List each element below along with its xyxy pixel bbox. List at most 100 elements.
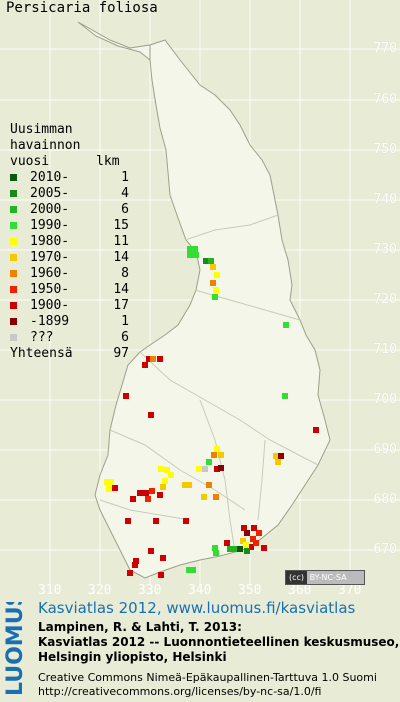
record-square <box>206 482 212 488</box>
footer-citation-publisher: Helsingin yliopisto, Helsinki <box>38 650 227 664</box>
legend-count: 17 <box>113 298 129 313</box>
legend-count: 14 <box>113 250 129 265</box>
luomus-logo-text: LUOMUS <box>4 602 26 696</box>
record-square <box>240 538 246 544</box>
record-square <box>206 459 212 465</box>
record-square <box>244 530 250 536</box>
record-square <box>149 488 155 494</box>
legend-row: 1970- 14 <box>10 250 129 266</box>
legend-row: -1899 1 <box>10 314 129 330</box>
record-square <box>202 466 208 472</box>
record-square <box>218 452 224 458</box>
y-tick: 770 <box>373 41 397 56</box>
record-square <box>148 412 154 418</box>
record-square <box>193 252 199 258</box>
record-square <box>208 258 214 264</box>
record-square <box>273 453 279 459</box>
legend-total-label: Yhteensä <box>10 346 73 361</box>
legend-label: 1960- <box>30 266 70 281</box>
record-square <box>214 272 220 278</box>
x-tick: 360 <box>288 583 312 598</box>
legend-swatch <box>10 334 17 341</box>
record-square <box>212 294 218 300</box>
legend: Uusimman havainnon vuosi lkm 2010- 1 2005-… <box>10 122 129 362</box>
record-square <box>261 545 267 551</box>
record-square <box>186 567 192 573</box>
record-square <box>218 465 224 471</box>
record-square <box>251 525 257 531</box>
legend-total-count: 97 <box>113 346 129 361</box>
record-square <box>213 550 219 556</box>
x-tick: 340 <box>188 583 212 598</box>
legend-row: 1990- 15 <box>10 218 129 234</box>
country-outline <box>94 39 331 579</box>
legend-row: 2000- 6 <box>10 202 129 218</box>
record-square <box>153 518 159 524</box>
record-square <box>214 466 220 472</box>
legend-row: ??? 6 <box>10 330 129 346</box>
x-tick: 350 <box>238 583 262 598</box>
record-square <box>187 252 193 258</box>
record-square <box>231 546 237 552</box>
record-square <box>133 558 139 564</box>
record-square <box>130 496 136 502</box>
legend-count: 4 <box>121 186 129 201</box>
legend-row: 1980- 11 <box>10 234 129 250</box>
record-square <box>186 482 192 488</box>
legend-row: 1950- 14 <box>10 282 129 298</box>
record-square <box>125 518 131 524</box>
record-square <box>283 322 289 328</box>
legend-count: 1 <box>121 170 129 185</box>
record-square <box>203 258 209 264</box>
legend-swatch <box>10 254 17 261</box>
legend-swatch <box>10 174 17 181</box>
legend-label: 2005- <box>30 186 70 201</box>
legend-row: 2010- 1 <box>10 170 129 186</box>
legend-row: 2005- 4 <box>10 186 129 202</box>
legend-count: 6 <box>121 330 129 345</box>
record-square <box>213 494 219 500</box>
record-square <box>158 572 164 578</box>
legend-count: 8 <box>121 266 129 281</box>
y-tick: 750 <box>373 142 397 157</box>
footer-citation-authors: Lampinen, R. & Lahti, T. 2013: <box>38 620 242 634</box>
legend-count: 6 <box>121 202 129 217</box>
footer-citation-title: Kasviatlas 2012 -- Luonnontieteellinen k… <box>38 635 400 649</box>
legend-label: 2000- <box>30 202 70 217</box>
record-square <box>157 356 163 362</box>
y-tick: 680 <box>373 492 397 507</box>
record-square <box>148 548 154 554</box>
y-tick: 670 <box>373 542 397 557</box>
y-tick: 700 <box>373 392 397 407</box>
record-square <box>108 479 114 485</box>
legend-row: 1960- 8 <box>10 266 129 282</box>
y-tick: 760 <box>373 92 397 107</box>
footer-license-url[interactable]: http://creativecommons.org/licenses/by-n… <box>38 685 322 698</box>
legend-swatch <box>10 222 17 229</box>
record-square <box>214 446 220 452</box>
legend-swatch <box>10 302 17 309</box>
record-square <box>145 496 151 502</box>
record-square <box>253 540 259 546</box>
record-square <box>160 484 166 490</box>
finland-map <box>0 0 400 585</box>
record-square <box>104 479 110 485</box>
record-square <box>183 518 189 524</box>
cc-icon: (cc) <box>286 571 308 584</box>
record-square <box>182 482 188 488</box>
x-tick: 330 <box>138 583 162 598</box>
record-square <box>168 472 174 478</box>
record-square <box>150 356 156 362</box>
legend-count: 1 <box>121 314 129 329</box>
record-square <box>278 453 284 459</box>
y-tick: 720 <box>373 292 397 307</box>
legend-label: 2010- <box>30 170 70 185</box>
cc-license-badge: (cc) BY-NC-SA <box>285 570 365 585</box>
record-square <box>137 490 143 496</box>
record-square <box>192 246 198 252</box>
record-square <box>250 536 256 542</box>
footer-atlas-link[interactable]: Kasviatlas 2012, www.luomus.fi/kasviatla… <box>38 599 356 617</box>
legend-label: 1980- <box>30 234 70 249</box>
record-square <box>160 555 166 561</box>
record-square <box>143 490 149 496</box>
